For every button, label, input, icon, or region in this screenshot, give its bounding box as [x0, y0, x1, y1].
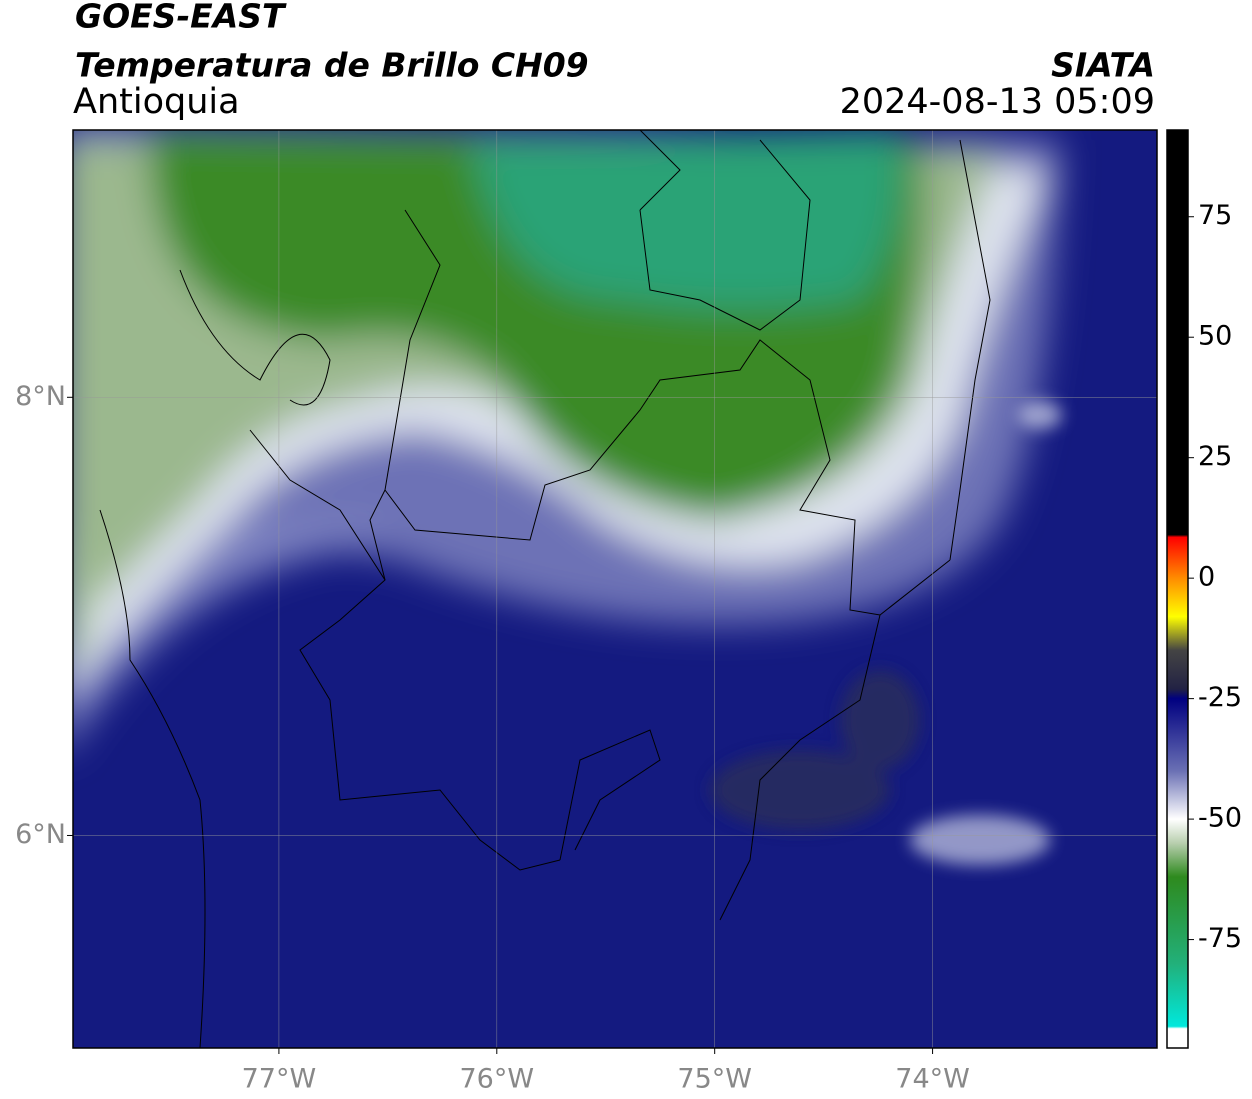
y-tick-label: 6°N	[15, 819, 66, 850]
colorbar-tick-label: 25	[1198, 441, 1232, 472]
satellite-image	[73, 130, 1157, 1048]
colorbar-tick-label: 75	[1198, 200, 1232, 231]
region-label: Antioquia	[73, 82, 240, 122]
map-frame	[72, 129, 1158, 1049]
y-tick-label: 8°N	[15, 381, 66, 412]
datetime-label: 2024-08-13 05:09	[840, 82, 1155, 122]
colorbar-tick-label: -25	[1198, 682, 1242, 713]
colorbar-tick-label: -75	[1198, 923, 1242, 954]
satellite-title: GOES-EAST	[75, 0, 287, 36]
colorbar-tick-label: 0	[1198, 562, 1215, 593]
x-tick-label: 76°W	[460, 1064, 535, 1095]
source-label: SIATA	[1051, 46, 1155, 85]
colorbar	[1166, 129, 1189, 1049]
boundaries	[99, 130, 991, 1048]
product-title: Temperatura de Brillo CH09	[75, 46, 589, 85]
x-tick-label: 77°W	[242, 1064, 317, 1095]
x-tick-label: 74°W	[895, 1064, 970, 1095]
colorbar-tick-label: -50	[1198, 803, 1242, 834]
colorbar-tick-label: 50	[1198, 321, 1232, 352]
x-tick-label: 75°W	[677, 1064, 752, 1095]
grid	[73, 130, 1157, 1048]
